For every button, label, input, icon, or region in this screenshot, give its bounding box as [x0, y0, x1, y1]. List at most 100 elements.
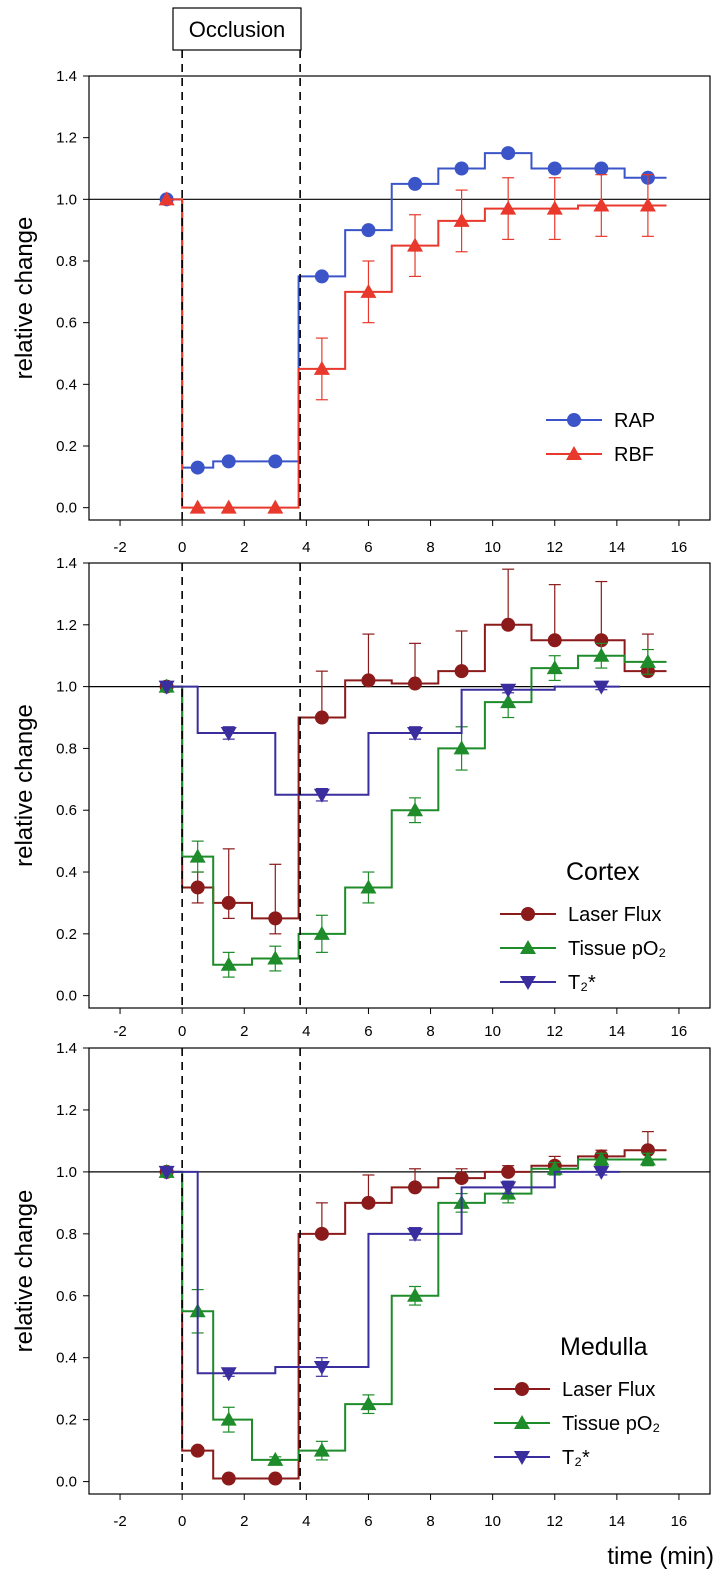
- data-point: [501, 1164, 516, 1179]
- legend-label: Tissue pO₂: [568, 938, 666, 960]
- x-tick-label: 0: [178, 1513, 186, 1530]
- x-tick-label: 16: [671, 1023, 688, 1040]
- data-point: [360, 283, 377, 298]
- series-line: [166, 198, 667, 509]
- data-point: [221, 895, 236, 910]
- data-point: [158, 191, 175, 206]
- plot-frame: [88, 1047, 711, 1495]
- data-point: [220, 1367, 237, 1382]
- data-point: [220, 1411, 237, 1426]
- data-point: [594, 161, 609, 176]
- y-tick-label: 0.8: [56, 1226, 77, 1243]
- y-tick-label: 1.0: [56, 679, 77, 696]
- y-tick-label: 1.0: [56, 191, 77, 208]
- chart-panel-bottom: 0.0 0.2 0.4 0.6 0.8 1.0 1.2 1.4 -2 0 2 4 6 8 10 12 14 16 r…: [11, 1040, 711, 1530]
- data-point: [221, 454, 236, 469]
- data-point: [268, 454, 283, 469]
- x-tick-label: -2: [113, 1023, 126, 1040]
- series-c: [158, 680, 620, 803]
- legend-label: Laser Flux: [562, 1379, 655, 1401]
- y-tick-label: 1.4: [56, 68, 77, 85]
- data-point: [593, 1165, 610, 1180]
- x-tick-label: 10: [484, 539, 501, 556]
- data-point: [593, 197, 610, 212]
- data-point: [639, 1151, 656, 1166]
- x-tick-label: 0: [178, 1023, 186, 1040]
- x-tick-label: 12: [546, 539, 563, 556]
- x-tick-label: 14: [609, 1023, 626, 1040]
- x-tick-label: 2: [240, 539, 248, 556]
- legend: Medulla Laser Flux Tissue pO₂ T₂*: [494, 1333, 660, 1469]
- data-point: [313, 925, 330, 940]
- legend-swatch-marker: [515, 1382, 529, 1396]
- x-tick-label: 16: [671, 539, 688, 556]
- plot-frame: [88, 75, 711, 521]
- chart-panel-top: 0.0 0.2 0.4 0.6 0.8 1.0 1.2 1.4 -2 0 2 4 6 8 10 12 14 16 r…: [11, 50, 711, 556]
- legend-label: Tissue pO₂: [562, 1413, 660, 1435]
- occlusion-label: Occlusion: [189, 17, 286, 42]
- data-point: [267, 950, 284, 965]
- legend-title: Cortex: [566, 858, 640, 886]
- data-point: [314, 269, 329, 284]
- data-point: [453, 212, 470, 227]
- y-tick-label: 1.0: [56, 1164, 77, 1181]
- y-tick-label: 1.2: [56, 130, 77, 147]
- data-point: [500, 1181, 517, 1196]
- x-tick-label: 10: [484, 1023, 501, 1040]
- x-tick-label: 14: [609, 1513, 626, 1530]
- legend-swatch-marker: [567, 413, 581, 427]
- y-tick-label: 0.4: [56, 376, 77, 393]
- data-point: [639, 197, 656, 212]
- data-point: [639, 653, 656, 668]
- series-a: [159, 1131, 667, 1486]
- data-point: [500, 200, 517, 215]
- data-point: [501, 617, 516, 632]
- y-tick-label: 0.8: [56, 253, 77, 270]
- data-point: [314, 1226, 329, 1241]
- y-tick-label: 0.6: [56, 802, 77, 819]
- legend-label: T₂*: [568, 972, 596, 994]
- data-point: [268, 911, 283, 926]
- y-tick-label: 0.2: [56, 926, 77, 943]
- data-point: [220, 956, 237, 971]
- y-tick-label: 1.4: [56, 555, 77, 572]
- x-tick-label: 8: [426, 1023, 434, 1040]
- data-point: [221, 1471, 236, 1486]
- data-point: [190, 880, 205, 895]
- data-point: [220, 726, 237, 741]
- data-point: [454, 161, 469, 176]
- data-point: [313, 1442, 330, 1457]
- y-tick-label: 0.4: [56, 1350, 77, 1367]
- data-point: [454, 1171, 469, 1186]
- y-tick-label: 1.2: [56, 617, 77, 634]
- y-tick-label: 0.0: [56, 988, 77, 1005]
- x-tick-label: 4: [302, 539, 310, 556]
- legend-swatch-marker: [520, 976, 536, 990]
- data-point: [547, 161, 562, 176]
- series-line: [166, 1170, 620, 1375]
- y-tick-label: 1.2: [56, 1102, 77, 1119]
- data-point: [220, 499, 237, 514]
- data-point: [360, 1396, 377, 1411]
- data-point: [593, 680, 610, 695]
- y-axis-title: relative change: [11, 1190, 38, 1353]
- data-point: [361, 673, 376, 688]
- x-tick-label: 14: [609, 539, 626, 556]
- data-point: [453, 740, 470, 755]
- series-line: [166, 685, 620, 796]
- data-point: [158, 680, 175, 695]
- y-tick-label: 0.8: [56, 740, 77, 757]
- data-point: [189, 499, 206, 514]
- x-tick-label: 10: [484, 1513, 501, 1530]
- series-a: [159, 146, 667, 475]
- x-tick-label: 6: [364, 1513, 372, 1530]
- panels-layer: 0.0 0.2 0.4 0.6 0.8 1.0 1.2 1.4 -2 0 2 4 6 8 10 12 14 16 r…: [11, 50, 711, 1530]
- data-point: [313, 788, 330, 803]
- y-tick-label: 0.4: [56, 864, 77, 881]
- plot-frame: [88, 562, 711, 1009]
- data-point: [500, 683, 517, 698]
- x-tick-label: 2: [240, 1023, 248, 1040]
- x-tick-label: 16: [671, 1513, 688, 1530]
- data-point: [158, 1165, 175, 1180]
- legend-label: T₂*: [562, 1447, 590, 1469]
